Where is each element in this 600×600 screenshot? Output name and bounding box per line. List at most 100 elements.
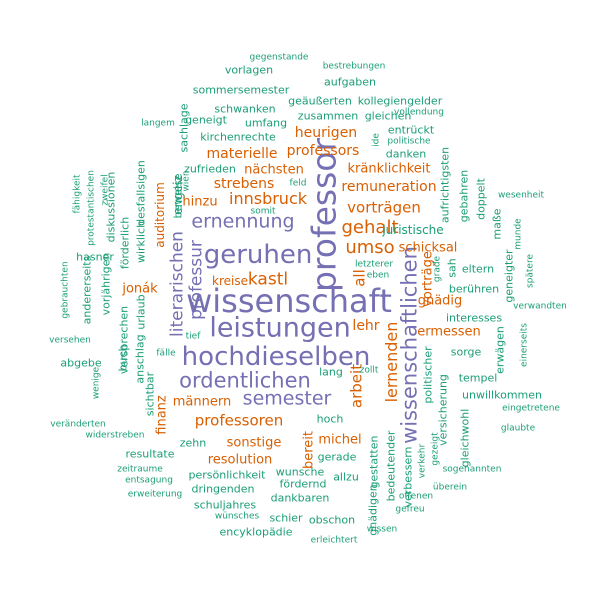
- word-wesenheit: wesenheit: [497, 190, 545, 201]
- word-gebahren: gebahren: [457, 169, 471, 223]
- word-all: all: [350, 269, 369, 287]
- word-umfang: umfang: [244, 116, 288, 130]
- word-vortraegen: vorträgen: [347, 198, 421, 217]
- word-sommersemester: sommersemester: [192, 83, 290, 97]
- word-innsbruck: innsbruck: [229, 189, 307, 208]
- word-offenen: offenen: [398, 491, 434, 502]
- word-ide: ide: [371, 133, 382, 147]
- word-professors: professors: [286, 143, 360, 159]
- word-michel: michel: [318, 432, 362, 448]
- word-zollt: zollt: [359, 365, 379, 376]
- word-politischer: politischer: [421, 346, 435, 404]
- word-dankbaren: dankbaren: [270, 491, 330, 505]
- word-spaetere: spätere: [525, 253, 536, 289]
- word-dringenden: dringenden: [191, 482, 255, 496]
- word-juristische: juristische: [382, 223, 444, 237]
- word-desfallsigen: desfallsigen: [134, 160, 148, 226]
- word-resultate: resultate: [125, 447, 175, 461]
- word-hasner: hasner: [76, 250, 114, 264]
- word-doppelt: doppelt: [474, 178, 488, 220]
- word-gegenstande: gegenstande: [249, 52, 309, 63]
- word-vollendung: vollendung: [394, 107, 444, 118]
- word-remuneration: remuneration: [341, 179, 437, 195]
- word-professor: professor: [304, 137, 344, 293]
- word-wunsche: wunsche: [275, 465, 325, 479]
- word-widerstreben: widerstreben: [85, 430, 145, 441]
- word-auditorium: auditorium: [153, 182, 167, 248]
- word-lehr: lehr: [352, 318, 380, 334]
- word-beweise: beweise: [171, 173, 185, 219]
- word-aufrichtigsten: aufrichtigsten: [438, 146, 452, 224]
- word-wissen: wissen: [366, 524, 398, 535]
- word-naechsten: nächsten: [244, 162, 304, 178]
- word-schwanken: schwanken: [214, 102, 276, 116]
- word-resolution: resolution: [207, 452, 273, 468]
- word-kastl: kastl: [247, 269, 289, 290]
- word-geneigter: geneigter: [502, 249, 516, 303]
- word-schuljahres: schuljahres: [193, 498, 257, 512]
- word-wenige: wenige: [91, 366, 102, 400]
- word-geaeusserten: geäußerten: [288, 94, 352, 108]
- word-ermessen: ermessen: [417, 324, 481, 340]
- word-jonak: jonák: [122, 281, 158, 297]
- word-aufgaben: aufgaben: [323, 75, 377, 89]
- word-ernennung: ernennung: [191, 210, 295, 233]
- word-einerseits: einerseits: [519, 323, 530, 367]
- word-zehn: zehn: [179, 436, 207, 450]
- word-professur: professur: [186, 240, 207, 320]
- word-kreise: kreise: [212, 274, 248, 288]
- word-entsagung: entsagung: [125, 475, 173, 486]
- word-tief: tief: [185, 331, 201, 342]
- word-gleichwohl: gleichwohl: [458, 408, 472, 468]
- word-ueberein: überein: [432, 482, 468, 493]
- word-gleichen: gleichen: [364, 109, 412, 123]
- word-maennern: männern: [172, 394, 232, 410]
- word-danken: danken: [385, 147, 427, 161]
- word-sah: sah: [445, 258, 459, 278]
- word-encyklopaedie: encyklopädie: [219, 525, 293, 539]
- word-veraenderten: veränderten: [50, 419, 106, 430]
- word-sonstige: sonstige: [226, 435, 282, 451]
- word-eltern: eltern: [461, 262, 495, 276]
- word-semester: semester: [242, 387, 332, 410]
- word-grade: grade: [432, 255, 443, 283]
- word-lang: lang: [319, 365, 343, 379]
- word-hochdieselben: hochdieselben: [181, 342, 371, 372]
- word-erleichtert: erleichtert: [310, 535, 358, 546]
- word-gnaedig: gnädig: [417, 293, 463, 309]
- word-allzu: allzu: [333, 470, 359, 484]
- word-bestrebungen: bestrebungen: [322, 61, 386, 72]
- word-abgebe: abgebe: [60, 356, 102, 370]
- word-versehen: versehen: [49, 335, 91, 346]
- word-letzterer: letzterer: [354, 259, 394, 270]
- word-professoren: professoren: [194, 411, 284, 430]
- word-tempel: tempel: [458, 371, 498, 385]
- word-hinzu: hinzu: [182, 194, 218, 210]
- word-sorge: sorge: [450, 345, 482, 359]
- word-kollegiengelder: kollegiengelder: [357, 94, 443, 108]
- word-zeitraume: zeitraume: [117, 464, 163, 475]
- word-gebrauchten: gebrauchten: [60, 261, 71, 319]
- word-finanz: finanz: [154, 395, 170, 435]
- word-verwandten: verwandten: [513, 301, 567, 312]
- word-glaubte: glaubte: [500, 423, 536, 434]
- word-gehalt: gehalt: [341, 217, 399, 238]
- word-persoenlichkeit: persönlichkeit: [188, 468, 266, 482]
- word-vorjaehrigen: vorjährigen: [99, 252, 113, 316]
- word-wissenschaft: wissenschaft: [186, 282, 392, 320]
- word-gezeigt: gezeigt: [430, 432, 441, 466]
- word-erwaegen: erwägen: [493, 326, 507, 374]
- word-urlaub: urlaub: [134, 294, 148, 330]
- word-langem: langem: [141, 118, 175, 129]
- word-bedeutender: bedeutender: [384, 430, 398, 502]
- word-wuensches: wünsches: [214, 511, 260, 522]
- word-somit: somit: [250, 206, 276, 217]
- word-literarischen: literarischen: [167, 231, 188, 337]
- word-unwillkommen: unwillkommen: [462, 388, 542, 402]
- word-sichtbar: sichtbar: [143, 371, 157, 417]
- word-munde: munde: [513, 218, 524, 250]
- word-sogenannten: sogenannten: [442, 464, 502, 475]
- word-feld: feld: [289, 178, 307, 189]
- word-wirklich: wirklich: [134, 220, 148, 264]
